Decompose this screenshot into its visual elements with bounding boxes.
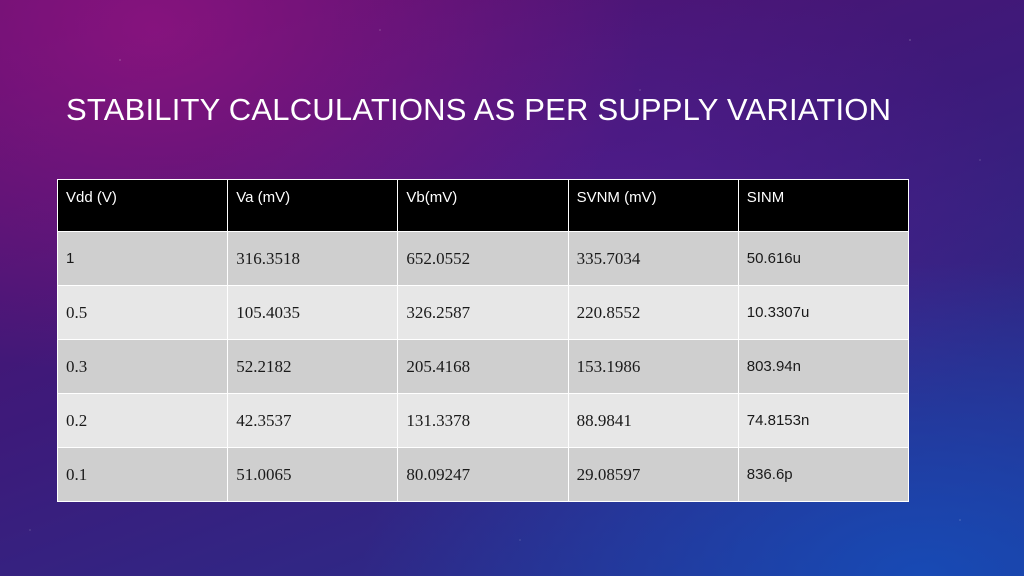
- cell-sinm: 10.3307u: [737, 285, 910, 340]
- cell-vdd: 1: [56, 231, 229, 286]
- table-row: 0.1 51.0065 80.09247 29.08597 836.6p: [56, 447, 910, 502]
- header-svnm: SVNM (mV): [567, 179, 739, 232]
- table-row: 0.3 52.2182 205.4168 153.1986 803.94n: [56, 339, 910, 394]
- cell-va: 316.3518: [227, 231, 399, 286]
- header-sinm: SINM: [737, 179, 910, 232]
- header-va: Va (mV): [227, 179, 399, 232]
- cell-vb: 326.2587: [397, 285, 569, 340]
- table-row: 0.2 42.3537 131.3378 88.9841 74.8153n: [56, 393, 910, 448]
- header-vb: Vb(mV): [397, 179, 569, 232]
- stability-table: Vdd (V) Va (mV) Vb(mV) SVNM (mV) SINM 1 …: [56, 179, 910, 502]
- cell-sinm: 836.6p: [737, 447, 910, 502]
- cell-vb: 205.4168: [397, 339, 569, 394]
- cell-va: 51.0065: [227, 447, 399, 502]
- cell-vb: 80.09247: [397, 447, 569, 502]
- cell-svnm: 88.9841: [567, 393, 739, 448]
- cell-vdd: 0.2: [56, 393, 229, 448]
- cell-sinm: 803.94n: [737, 339, 910, 394]
- cell-vb: 652.0552: [397, 231, 569, 286]
- cell-vdd: 0.1: [56, 447, 229, 502]
- slide-title: STABILITY CALCULATIONS AS PER SUPPLY VAR…: [66, 92, 892, 127]
- table-header-row: Vdd (V) Va (mV) Vb(mV) SVNM (mV) SINM: [56, 179, 910, 232]
- cell-svnm: 153.1986: [567, 339, 739, 394]
- cell-sinm: 74.8153n: [737, 393, 910, 448]
- cell-svnm: 220.8552: [567, 285, 739, 340]
- cell-svnm: 29.08597: [567, 447, 739, 502]
- cell-vdd: 0.5: [56, 285, 229, 340]
- table-row: 1 316.3518 652.0552 335.7034 50.616u: [56, 231, 910, 286]
- cell-vb: 131.3378: [397, 393, 569, 448]
- cell-vdd: 0.3: [56, 339, 229, 394]
- header-vdd: Vdd (V): [56, 179, 229, 232]
- cell-sinm: 50.616u: [737, 231, 910, 286]
- table-row: 0.5 105.4035 326.2587 220.8552 10.3307u: [56, 285, 910, 340]
- cell-va: 105.4035: [227, 285, 399, 340]
- cell-va: 42.3537: [227, 393, 399, 448]
- cell-va: 52.2182: [227, 339, 399, 394]
- cell-svnm: 335.7034: [567, 231, 739, 286]
